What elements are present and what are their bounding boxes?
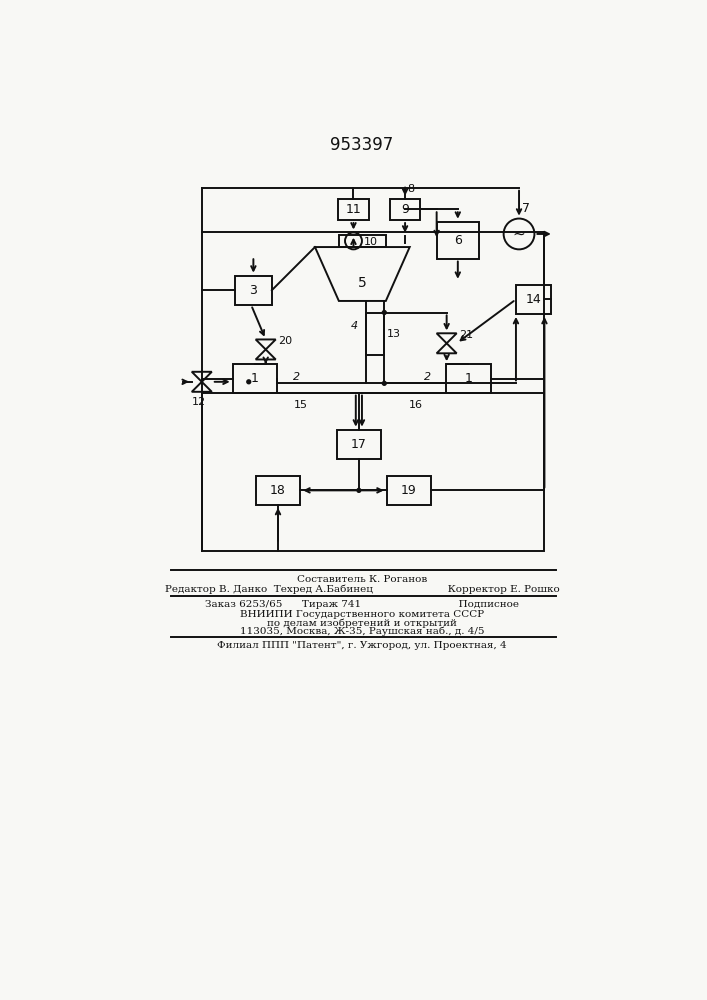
Text: 1: 1 [251,372,259,385]
Text: 1: 1 [464,372,472,385]
Circle shape [382,381,386,385]
Bar [390,199,420,220]
Text: 6: 6 [454,234,462,247]
Text: 11: 11 [346,203,361,216]
Bar [366,312,385,355]
Bar [446,364,491,393]
Text: по делам изобретений и открытий: по делам изобретений и открытий [267,618,457,628]
Bar [516,285,551,314]
Text: 5: 5 [358,276,367,290]
Text: 953397: 953397 [330,136,394,154]
Text: 4: 4 [351,321,358,331]
Text: 8: 8 [407,184,414,194]
Bar [201,232,544,551]
Text: 20: 20 [278,336,292,346]
Text: 17: 17 [351,438,367,451]
Text: 14: 14 [525,293,541,306]
Text: 16: 16 [409,400,423,410]
Text: 7: 7 [522,202,530,215]
Bar [235,276,272,305]
Text: Редактор В. Данко  Техред А.Бабинец                       Корректор Е. Рошко: Редактор В. Данко Техред А.Бабинец Корре… [165,584,559,594]
Bar [387,476,431,505]
Text: 10: 10 [364,237,378,247]
Text: ВНИИПИ Государственного комитета СССР: ВНИИПИ Государственного комитета СССР [240,610,484,619]
Bar [337,430,381,459]
Bar [437,222,479,259]
Text: 13: 13 [387,329,401,339]
Text: 9: 9 [401,203,409,216]
Text: ~: ~ [513,226,525,241]
Text: 21: 21 [459,330,473,340]
Circle shape [357,488,361,492]
Bar [338,199,369,220]
Text: 19: 19 [401,484,417,497]
Circle shape [247,380,251,384]
Bar [256,476,300,505]
Text: 2: 2 [293,372,300,382]
Text: 2: 2 [423,372,431,382]
Text: Филиал ППП "Патент", г. Ужгород, ул. Проектная, 4: Филиал ППП "Патент", г. Ужгород, ул. Про… [217,641,507,650]
Text: 3: 3 [250,284,257,297]
Text: Составитель К. Роганов: Составитель К. Роганов [297,575,427,584]
Bar [339,235,386,247]
Text: 113035, Москва, Ж-35, Раушская наб., д. 4/5: 113035, Москва, Ж-35, Раушская наб., д. … [240,627,484,636]
Text: 15: 15 [293,400,308,410]
Circle shape [382,311,386,314]
Text: 18: 18 [270,484,286,497]
Bar [233,364,277,393]
Text: Заказ 6253/65      Тираж 741                              Подписное: Заказ 6253/65 Тираж 741 Подписное [205,600,519,609]
Text: 12: 12 [192,397,206,407]
